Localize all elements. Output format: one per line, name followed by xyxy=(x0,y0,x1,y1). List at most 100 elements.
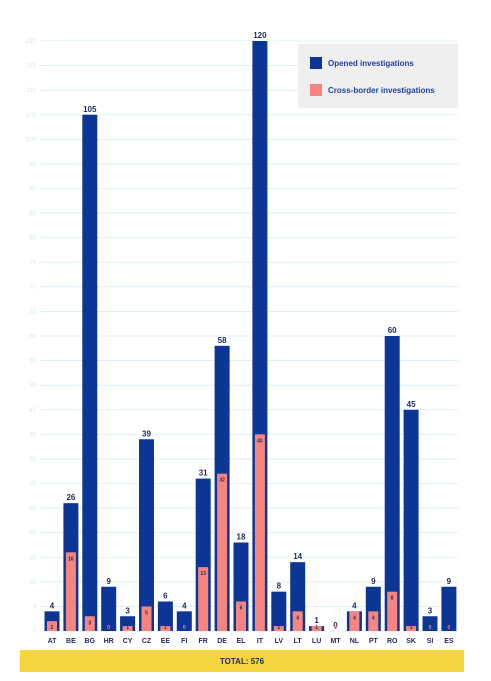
data-label-opened: 6 xyxy=(163,592,168,601)
data-label-cross-border: 0 xyxy=(107,625,110,631)
y-tick-label: 105 xyxy=(26,113,37,119)
data-label-cross-border: 1 xyxy=(277,625,280,631)
y-tick-label: 0 xyxy=(33,629,37,635)
x-tick-label: CZ xyxy=(142,638,152,645)
x-tick-label: SK xyxy=(406,638,416,645)
bar-opened xyxy=(271,591,287,631)
data-label-opened: 9 xyxy=(447,577,452,586)
x-tick-label: CY xyxy=(123,638,133,645)
total-banner: TOTAL: 576 xyxy=(20,650,464,672)
y-tick-label: 55 xyxy=(29,359,36,365)
data-label-opened: 4 xyxy=(50,601,55,610)
data-label-cross-border: 4 xyxy=(372,615,375,621)
y-tick-label: 110 xyxy=(26,88,36,94)
legend: Opened investigations Cross-border inves… xyxy=(298,44,458,108)
y-tick-label: 50 xyxy=(29,383,36,389)
data-label-cross-border: 13 xyxy=(200,571,206,577)
y-tick-label: 10 xyxy=(29,580,36,586)
data-label-cross-border: 16 xyxy=(68,556,74,562)
x-tick-label: DE xyxy=(217,638,227,645)
bar-cross-border xyxy=(387,591,398,631)
bar-opened xyxy=(403,409,419,631)
bars xyxy=(44,41,457,631)
bar-opened xyxy=(82,114,98,631)
data-label-opened: 58 xyxy=(218,336,227,345)
data-label-opened: 105 xyxy=(83,105,97,114)
x-tick-label: BE xyxy=(66,638,76,645)
y-tick-label: 45 xyxy=(29,408,36,414)
bar-cross-border xyxy=(122,626,133,631)
bar-cross-border xyxy=(141,606,152,631)
legend-item-opened: Opened investigations xyxy=(310,57,414,69)
data-label-cross-border: 32 xyxy=(219,478,225,484)
x-tick-label: LV xyxy=(275,638,284,645)
data-label-cross-border: 2 xyxy=(51,625,54,631)
bar-cross-border xyxy=(47,621,57,631)
bar-cross-border xyxy=(368,611,379,631)
data-label-cross-border: 4 xyxy=(296,615,299,621)
bar-cross-border xyxy=(311,626,322,631)
y-tick-label: 115 xyxy=(26,64,36,70)
data-label-opened: 4 xyxy=(352,601,357,610)
y-tick-label: 30 xyxy=(29,482,36,488)
data-label-opened: 4 xyxy=(182,601,187,610)
data-label-cross-border: 0 xyxy=(448,625,451,631)
y-tick-label: 75 xyxy=(29,260,36,266)
bar-cross-border xyxy=(65,552,76,631)
data-label-cross-border: 3 xyxy=(88,620,91,626)
legend-swatch-cross xyxy=(310,84,322,96)
x-tick-label: AT xyxy=(48,638,58,645)
bar-cross-border xyxy=(273,626,284,631)
bar-opened xyxy=(176,611,192,631)
x-tick-label: IT xyxy=(257,638,264,645)
bar-cross-border xyxy=(198,567,209,631)
bar-cross-border xyxy=(254,434,265,631)
data-labels: 4226161053903139561403113583218612040811… xyxy=(50,31,452,631)
data-label-cross-border: 0 xyxy=(429,625,432,631)
x-tick-label: LT xyxy=(294,638,303,645)
x-axis-ticks: AT BE BG HR CY CZ EE FI FR DE EL IT LV LT LU MT NL PT RO SK… xyxy=(48,638,454,645)
data-label-cross-border: 40 xyxy=(257,438,263,444)
data-label-opened: 120 xyxy=(253,31,267,40)
x-tick-label: EE xyxy=(161,638,171,645)
y-tick-label: 40 xyxy=(29,432,36,438)
data-label-cross-border: 0 xyxy=(183,625,186,631)
data-label-opened: 14 xyxy=(293,552,302,561)
x-tick-label: ES xyxy=(444,638,454,645)
x-tick-label: MT xyxy=(330,638,341,645)
data-label-opened: 18 xyxy=(237,533,246,542)
bar-opened xyxy=(157,601,173,631)
data-label-cross-border: 1 xyxy=(126,625,129,631)
data-label-cross-border: 0 xyxy=(334,625,337,631)
data-label-opened: 9 xyxy=(106,577,111,586)
y-axis-ticks: 0 5 10 15 20 25 30 35 40 45 50 55 60 65 70 75 80 85 90 95 10… xyxy=(26,39,37,635)
bar-cross-border xyxy=(236,601,246,631)
bar-cross-border xyxy=(160,626,171,631)
data-label-opened: 60 xyxy=(388,326,397,335)
data-label-opened: 3 xyxy=(125,606,130,615)
legend-label-opened: Opened investigations xyxy=(328,58,414,68)
data-label-cross-border: 6 xyxy=(240,606,243,612)
x-tick-label: EL xyxy=(237,638,247,645)
data-label-opened: 0 xyxy=(333,621,338,630)
bar-cross-border xyxy=(217,473,228,631)
data-label-opened: 9 xyxy=(371,577,376,586)
y-tick-label: 5 xyxy=(33,604,37,610)
bar-opened xyxy=(384,336,400,631)
x-tick-label: RO xyxy=(387,638,398,645)
total-label: TOTAL: 576 xyxy=(219,656,265,666)
x-tick-label: NL xyxy=(350,638,360,645)
x-tick-label: LU xyxy=(312,638,321,645)
data-label-opened: 39 xyxy=(142,429,151,438)
y-tick-label: 35 xyxy=(29,457,36,463)
x-tick-label: HR xyxy=(104,638,114,645)
legend-label-cross: Cross-border investigations xyxy=(328,85,435,95)
x-tick-label: FI xyxy=(181,638,187,645)
data-label-opened: 8 xyxy=(277,582,282,591)
y-tick-label: 15 xyxy=(29,555,36,561)
y-tick-label: 60 xyxy=(29,334,36,340)
bar-opened xyxy=(101,586,117,631)
data-label-cross-border: 4 xyxy=(353,615,356,621)
x-tick-label: FR xyxy=(199,638,208,645)
bar-opened xyxy=(139,439,154,631)
